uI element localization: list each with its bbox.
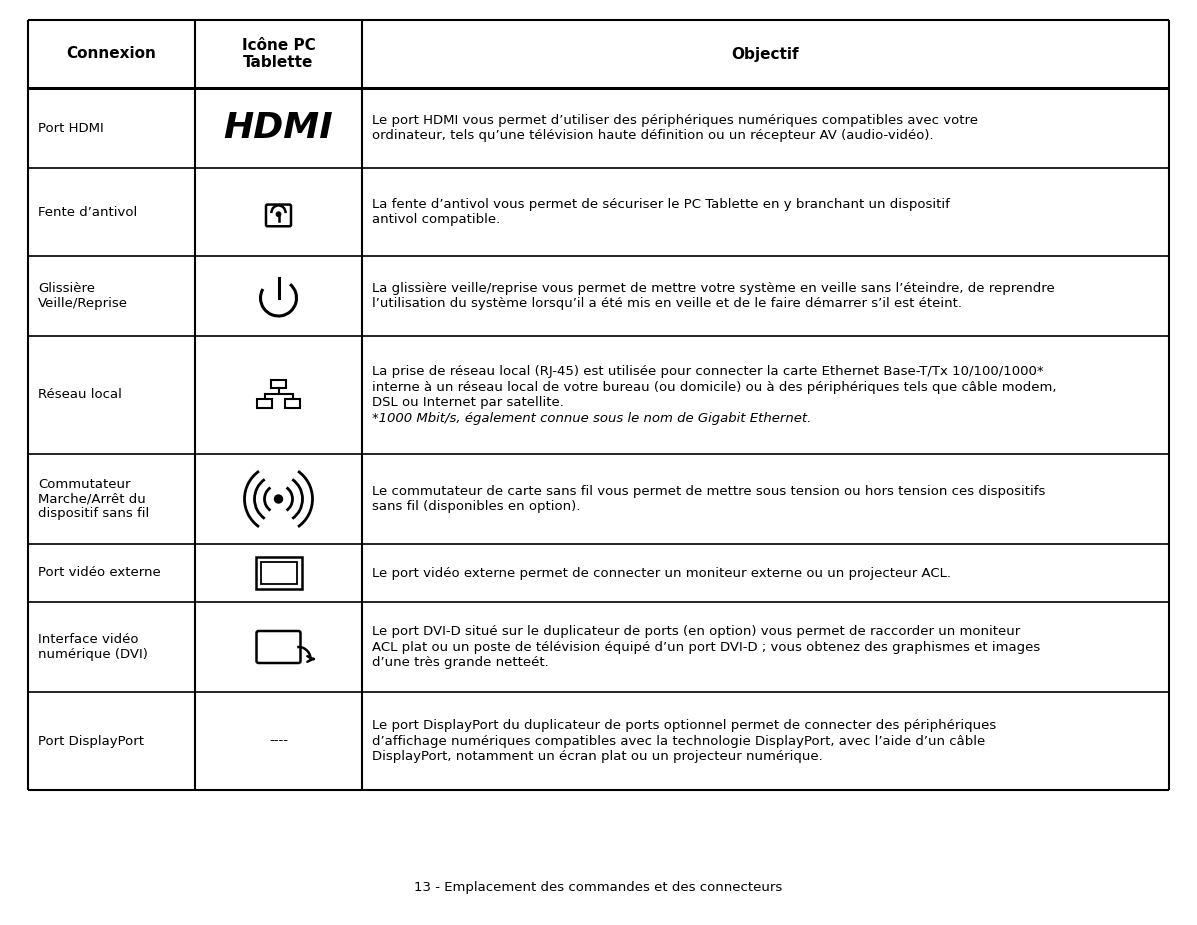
Text: interne à un réseau local de votre bureau (ou domicile) ou à des périphériques t: interne à un réseau local de votre burea…: [372, 381, 1057, 394]
Text: DisplayPort, notamment un écran plat ou un projecteur numérique.: DisplayPort, notamment un écran plat ou …: [372, 750, 822, 763]
Text: 13 - Emplacement des commandes et des connecteurs: 13 - Emplacement des commandes et des co…: [414, 881, 783, 894]
Text: Le commutateur de carte sans fil vous permet de mettre sous tension ou hors tens: Le commutateur de carte sans fil vous pe…: [372, 485, 1045, 498]
Circle shape: [277, 212, 281, 216]
Text: DSL ou Internet par satellite.: DSL ou Internet par satellite.: [372, 396, 564, 409]
Text: Le port vidéo externe permet de connecter un moniteur externe ou un projecteur A: Le port vidéo externe permet de connecte…: [372, 566, 950, 579]
Text: d’affichage numériques compatibles avec la technologie DisplayPort, avec l’aide : d’affichage numériques compatibles avec …: [372, 734, 985, 747]
Text: Fente d’antivol: Fente d’antivol: [38, 205, 138, 218]
Text: Connexion: Connexion: [67, 46, 157, 61]
Text: l’utilisation du système lorsqu’il a été mis en veille et de le faire démarrer s: l’utilisation du système lorsqu’il a été…: [372, 297, 962, 310]
Circle shape: [274, 495, 282, 503]
Text: Objectif: Objectif: [731, 46, 800, 61]
Text: La glissière veille/reprise vous permet de mettre votre système en veille sans l: La glissière veille/reprise vous permet …: [372, 282, 1055, 295]
Text: Icône PC
Tablette: Icône PC Tablette: [242, 38, 315, 70]
Text: Réseau local: Réseau local: [38, 388, 122, 401]
Bar: [271, 379, 286, 388]
Text: ordinateur, tels qu’une télévision haute définition ou un récepteur AV (audio-vi: ordinateur, tels qu’une télévision haute…: [372, 130, 934, 142]
Text: Glissière
Veille/Reprise: Glissière Veille/Reprise: [38, 282, 128, 310]
Text: Commutateur
Marche/Arrêt du
dispositif sans fil: Commutateur Marche/Arrêt du dispositif s…: [38, 477, 150, 521]
Bar: [285, 400, 300, 408]
Text: ----: ----: [269, 734, 288, 747]
Text: ACL plat ou un poste de télévision équipé d’un port DVI-D ; vous obtenez des gra: ACL plat ou un poste de télévision équip…: [372, 640, 1040, 653]
Text: Port vidéo externe: Port vidéo externe: [38, 566, 160, 579]
Bar: [261, 562, 297, 584]
Text: d’une très grande netteét.: d’une très grande netteét.: [372, 656, 548, 669]
Text: Le port HDMI vous permet d’utiliser des périphériques numériques compatibles ave: Le port HDMI vous permet d’utiliser des …: [372, 114, 978, 127]
Text: HDMI: HDMI: [224, 111, 334, 145]
Text: La prise de réseau local (RJ-45) est utilisée pour connecter la carte Ethernet B: La prise de réseau local (RJ-45) est uti…: [372, 365, 1044, 378]
Text: La fente d’antivol vous permet de sécuriser le PC Tablette en y branchant un dis: La fente d’antivol vous permet de sécuri…: [372, 198, 950, 211]
Bar: [255, 557, 302, 589]
Text: Interface vidéo
numérique (DVI): Interface vidéo numérique (DVI): [38, 633, 148, 661]
Text: antivol compatible.: antivol compatible.: [372, 214, 500, 227]
Text: Le port DVI-D situé sur le duplicateur de ports (en option) vous permet de racco: Le port DVI-D situé sur le duplicateur d…: [372, 625, 1020, 638]
Text: sans fil (disponibles en option).: sans fil (disponibles en option).: [372, 500, 581, 513]
Text: Port DisplayPort: Port DisplayPort: [38, 734, 144, 747]
Text: Port HDMI: Port HDMI: [38, 121, 104, 134]
Text: *1000 Mbit/s, également connue sous le nom de Gigabit Ethernet.: *1000 Mbit/s, également connue sous le n…: [372, 412, 812, 425]
Bar: [257, 400, 272, 408]
Text: Le port DisplayPort du duplicateur de ports optionnel permet de connecter des pé: Le port DisplayPort du duplicateur de po…: [372, 719, 996, 732]
